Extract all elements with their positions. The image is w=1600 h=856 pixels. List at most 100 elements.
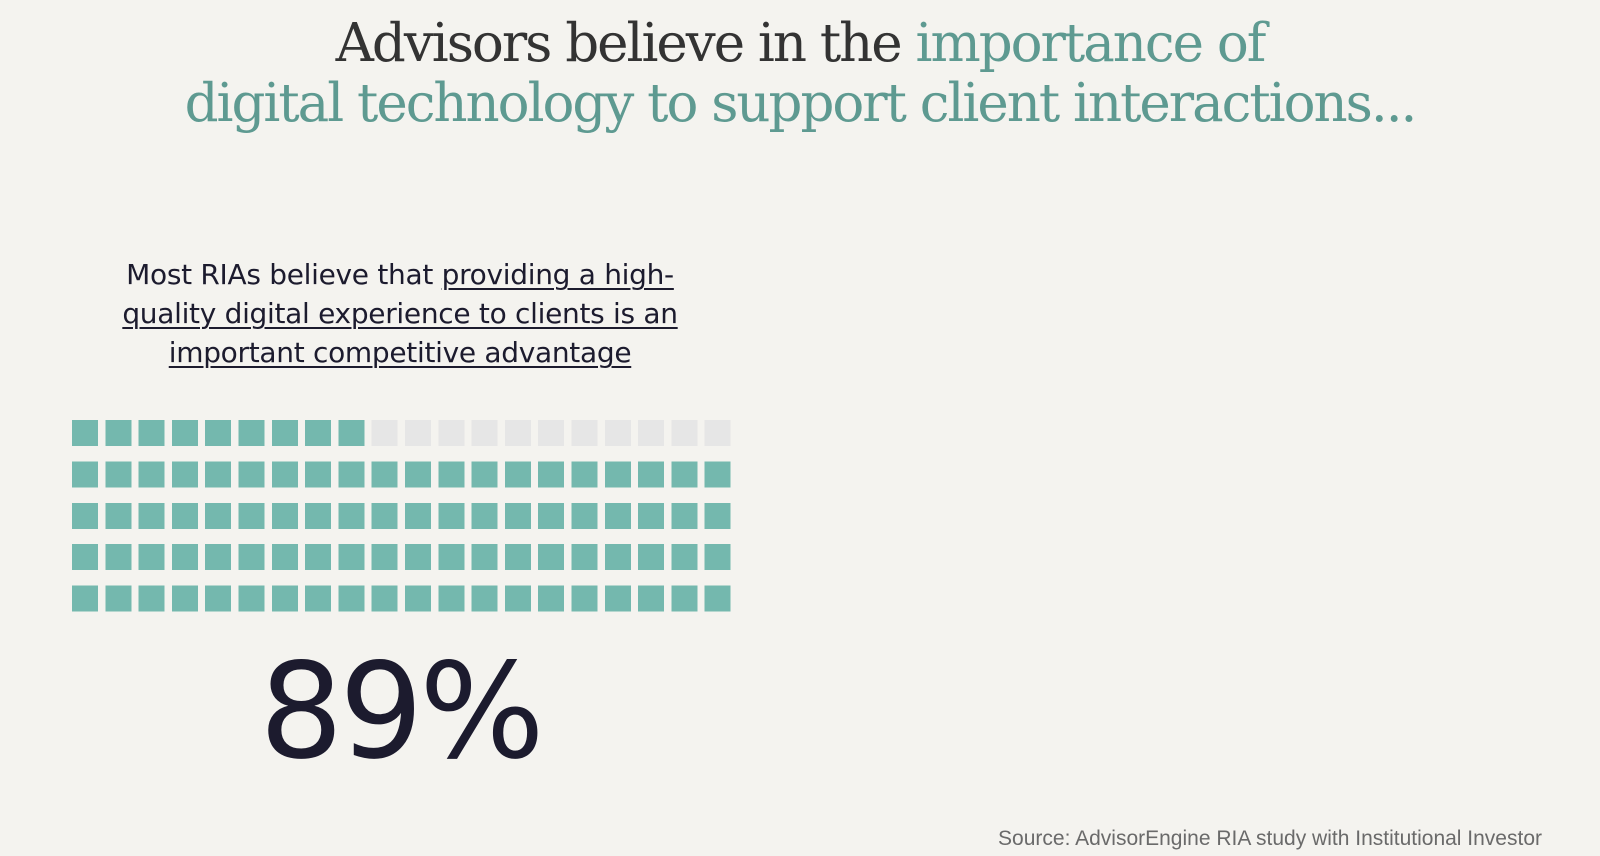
headline-lead: Advisors believe in the — [335, 13, 903, 74]
waffle-cell-filled — [371, 585, 398, 612]
waffle-cell-filled — [538, 502, 565, 529]
waffle-cell-filled — [371, 544, 398, 571]
waffle-cell-empty — [471, 420, 498, 446]
waffle-cell-filled — [405, 461, 431, 488]
waffle-cell-filled — [271, 420, 298, 446]
headline-accent-line2: digital technology to support client int… — [184, 73, 1418, 134]
waffle-cell-filled — [571, 544, 598, 571]
waffle-cell-filled — [704, 585, 731, 612]
waffle-cell-empty — [704, 420, 731, 446]
headline-accent-line1: importance of — [915, 13, 1267, 74]
waffle-cell-filled — [238, 585, 265, 612]
waffle-cell-empty — [538, 420, 565, 446]
stat-block: Most RIAs believe that providing a high-… — [60, 255, 740, 372]
waffle-cell-filled — [338, 420, 365, 446]
waffle-cell-filled — [704, 544, 731, 571]
waffle-cell-empty — [504, 420, 531, 446]
waffle-cell-filled — [405, 544, 431, 571]
waffle-cell-filled — [171, 502, 198, 529]
waffle-cell-filled — [538, 461, 565, 488]
waffle-cell-filled — [504, 544, 531, 571]
waffle-cell-filled — [238, 461, 265, 488]
waffle-cell-filled — [271, 585, 298, 612]
page-headline: Advisors believe in the importance of di… — [0, 14, 1600, 134]
waffle-cell-filled — [438, 544, 465, 571]
waffle-cell-filled — [471, 502, 498, 529]
waffle-cell-filled — [138, 585, 165, 612]
waffle-cell-empty — [638, 420, 665, 446]
waffle-cell-filled — [504, 502, 531, 529]
waffle-cell-empty — [405, 420, 431, 446]
waffle-cell-filled — [571, 585, 598, 612]
waffle-cell-filled — [72, 420, 98, 446]
waffle-cell-filled — [305, 420, 332, 446]
stat-value: 89% — [259, 635, 544, 789]
waffle-cell-filled — [471, 544, 498, 571]
waffle-cell-filled — [105, 461, 132, 488]
source-note: Source: AdvisorEngine RIA study with Ins… — [998, 827, 1542, 850]
waffle-cell-filled — [105, 585, 132, 612]
waffle-cell-filled — [338, 585, 365, 612]
waffle-cell-filled — [671, 585, 698, 612]
waffle-cell-filled — [305, 585, 332, 612]
waffle-cell-filled — [338, 461, 365, 488]
waffle-cell-filled — [238, 502, 265, 529]
waffle-cell-filled — [305, 502, 332, 529]
waffle-cell-filled — [604, 502, 631, 529]
waffle-cell-filled — [72, 544, 98, 571]
stat-caption-lead: Most RIAs believe that — [126, 258, 433, 291]
waffle-cell-empty — [571, 420, 598, 446]
waffle-cell-filled — [471, 461, 498, 488]
waffle-cell-filled — [371, 502, 398, 529]
waffle-cell-filled — [704, 502, 731, 529]
waffle-cell-filled — [638, 502, 665, 529]
waffle-cell-filled — [438, 461, 465, 488]
waffle-cell-filled — [405, 585, 431, 612]
waffle-cell-filled — [171, 585, 198, 612]
waffle-cell-filled — [604, 544, 631, 571]
waffle-cell-filled — [138, 544, 165, 571]
waffle-cell-filled — [171, 461, 198, 488]
waffle-cell-filled — [604, 585, 631, 612]
waffle-cell-filled — [538, 544, 565, 571]
waffle-cell-filled — [205, 420, 232, 446]
waffle-cell-filled — [105, 502, 132, 529]
waffle-cell-filled — [504, 585, 531, 612]
stat-caption-emphasis: providing a high-quality digital experie… — [122, 258, 678, 369]
waffle-cell-filled — [138, 420, 165, 446]
waffle-cell-filled — [704, 461, 731, 488]
waffle-cell-filled — [571, 461, 598, 488]
waffle-cell-filled — [271, 502, 298, 529]
waffle-cell-filled — [72, 461, 98, 488]
waffle-chart — [72, 420, 731, 612]
waffle-cell-filled — [305, 461, 332, 488]
waffle-cell-filled — [171, 544, 198, 571]
stat-caption: Most RIAs believe that providing a high-… — [80, 255, 720, 372]
waffle-cell-filled — [138, 461, 165, 488]
waffle-cell-filled — [338, 544, 365, 571]
waffle-cell-empty — [671, 420, 698, 446]
waffle-cell-filled — [205, 585, 232, 612]
waffle-cell-filled — [671, 502, 698, 529]
waffle-cell-filled — [305, 544, 332, 571]
waffle-cell-filled — [271, 461, 298, 488]
waffle-cell-filled — [72, 585, 98, 612]
waffle-cell-filled — [338, 502, 365, 529]
waffle-cell-empty — [604, 420, 631, 446]
waffle-cell-filled — [205, 502, 232, 529]
waffle-cell-filled — [438, 502, 465, 529]
waffle-cell-filled — [171, 420, 198, 446]
waffle-cell-filled — [105, 544, 132, 571]
waffle-cell-filled — [72, 502, 98, 529]
waffle-cell-empty — [371, 420, 398, 446]
waffle-cell-filled — [638, 461, 665, 488]
waffle-cell-empty — [438, 420, 465, 446]
waffle-cell-filled — [504, 461, 531, 488]
waffle-cell-filled — [671, 461, 698, 488]
waffle-cell-filled — [271, 544, 298, 571]
waffle-cell-filled — [538, 585, 565, 612]
waffle-cell-filled — [205, 461, 232, 488]
waffle-cell-filled — [405, 502, 431, 529]
waffle-cell-filled — [571, 502, 598, 529]
waffle-cell-filled — [638, 544, 665, 571]
